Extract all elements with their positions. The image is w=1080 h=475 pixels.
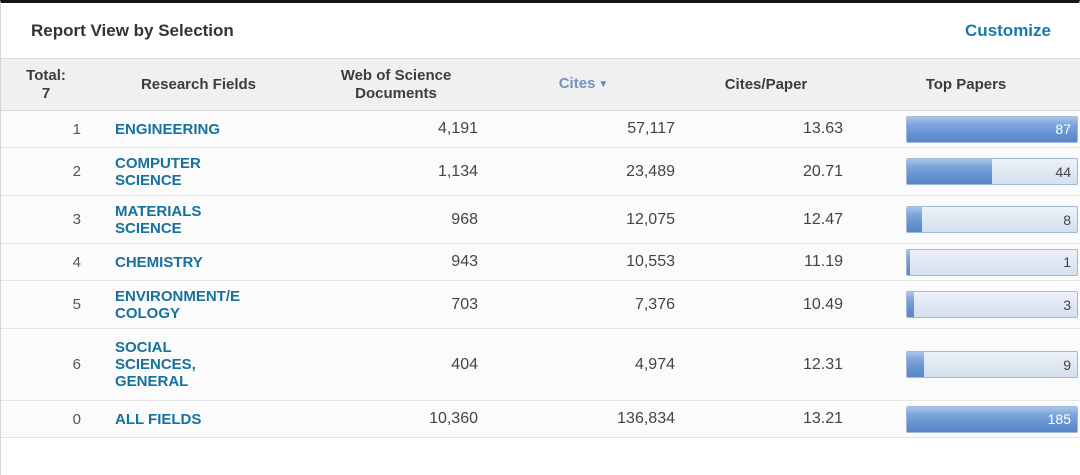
field-link[interactable]: CHEMISTRY [115,253,203,271]
field-cell: COMPUTER SCIENCE [91,149,306,195]
table-row: 0 ALL FIELDS 10,360 136,834 13.21 185 [1,401,1080,438]
cites-value: 4,974 [634,355,675,373]
table-row: 1 ENGINEERING 4,191 57,117 13.63 87 [1,111,1080,148]
top-papers-bar: 1 [906,248,1078,276]
cites-header-label: Cites [558,75,596,92]
top-papers-value: 1 [1063,254,1071,270]
top-papers-bar-fill [907,406,1077,432]
documents-value: 968 [451,210,478,228]
row-rank: 3 [72,211,81,228]
top-papers-value: 87 [1055,121,1071,137]
top-papers-value: 185 [1047,411,1071,427]
table-row: 5 ENVIRONMENT/E COLOGY 703 7,376 10.49 3 [1,281,1080,329]
documents-value: 4,191 [437,120,478,137]
table-row: 4 CHEMISTRY 943 10,553 11.19 1 [1,244,1080,281]
field-cell: SOCIAL SCIENCES, GENERAL [91,333,306,396]
top-papers-bar: 185 [906,405,1078,433]
titlebar: Report View by Selection Customize [1,3,1080,59]
top-papers-bar: 44 [906,158,1078,185]
report-view-panel: Report View by Selection Customize Total… [1,3,1080,475]
column-header-top-papers[interactable]: Top Papers [925,75,1007,93]
table-row: 2 COMPUTER SCIENCE 1,134 23,489 20.71 44 [1,148,1080,196]
top-papers-value: 44 [1055,163,1071,180]
top-papers-cell: 87 [851,115,1080,143]
documents-value: 1,134 [437,162,478,180]
page-title: Report View by Selection [31,20,234,40]
field-link[interactable]: COMPUTER SCIENCE [115,154,201,189]
documents-value: 404 [451,355,478,373]
documents-value: 943 [451,253,478,270]
top-papers-bar: 87 [906,115,1078,143]
field-link[interactable]: SOCIAL SCIENCES, GENERAL [115,339,196,390]
field-cell: ENVIRONMENT/E COLOGY [91,282,306,328]
cites-value: 12,075 [626,210,675,228]
top-papers-cell: 1 [851,248,1080,276]
cites-value: 23,489 [626,162,675,180]
field-link[interactable]: ENGINEERING [115,120,221,138]
documents-value: 703 [451,295,478,313]
row-rank: 5 [72,296,81,313]
row-rank: 1 [72,120,81,138]
cites-value: 57,117 [627,120,675,137]
top-papers-cell: 3 [851,291,1080,318]
column-header-wos-documents[interactable]: Web of Science Documents [340,66,452,102]
top-papers-bar: 3 [906,291,1078,318]
cites-per-paper-value: 13.63 [802,120,843,137]
top-papers-bar-fill [907,249,911,275]
table-header-row: Total: 7 Research Fields Web of Science … [1,59,1080,111]
row-rank: 2 [72,163,81,180]
top-papers-bar-fill [907,352,924,377]
field-link[interactable]: MATERIALS SCIENCE [115,202,202,237]
cites-per-paper-value: 20.71 [802,162,843,180]
top-papers-value: 9 [1063,356,1071,373]
top-papers-bar-fill [907,159,992,184]
cites-value: 136,834 [617,410,675,427]
top-papers-bar: 9 [906,351,1078,378]
cites-value: 10,553 [626,253,675,270]
top-papers-bar: 8 [906,206,1078,233]
sort-descending-icon: ▼ [598,79,609,90]
top-papers-cell: 44 [851,158,1080,185]
row-rank: 4 [72,253,81,271]
bottom-whitespace [1,438,1080,466]
top-papers-cell: 9 [851,351,1080,378]
top-papers-bar-fill [907,292,914,317]
top-papers-bar-fill [907,116,1077,142]
row-rank: 6 [72,356,81,373]
field-cell: MATERIALS SCIENCE [91,197,306,243]
column-header-cites-per-paper[interactable]: Cites/Paper [724,75,808,93]
column-header-cites[interactable]: Cites ▼ [486,69,681,100]
table-row: 6 SOCIAL SCIENCES, GENERAL 404 4,974 12.… [1,329,1080,401]
documents-value: 10,360 [429,410,478,427]
cites-value: 7,376 [634,295,675,313]
column-header-research-fields[interactable]: Research Fields [140,75,257,93]
field-cell: ENGINEERING [91,115,306,144]
field-cell: ALL FIELDS [91,405,306,434]
top-papers-cell: 8 [851,206,1080,233]
field-cell: CHEMISTRY [91,248,306,277]
top-papers-value: 8 [1063,211,1071,228]
field-link[interactable]: ALL FIELDS [115,410,202,428]
customize-link[interactable]: Customize [965,20,1051,40]
top-papers-bar-fill [907,207,923,232]
field-link[interactable]: ENVIRONMENT/E COLOGY [115,287,241,322]
cites-per-paper-value: 11.19 [804,253,843,270]
top-papers-value: 3 [1063,296,1071,313]
column-header-total: Total: 7 [26,66,66,102]
cites-per-paper-value: 12.31 [802,355,843,373]
cites-per-paper-value: 12.47 [802,210,843,228]
cites-per-paper-value: 13.21 [802,410,843,427]
row-rank: 0 [72,410,81,428]
cites-per-paper-value: 10.49 [802,295,843,313]
top-papers-cell: 185 [851,405,1080,433]
table-row: 3 MATERIALS SCIENCE 968 12,075 12.47 8 [1,196,1080,244]
